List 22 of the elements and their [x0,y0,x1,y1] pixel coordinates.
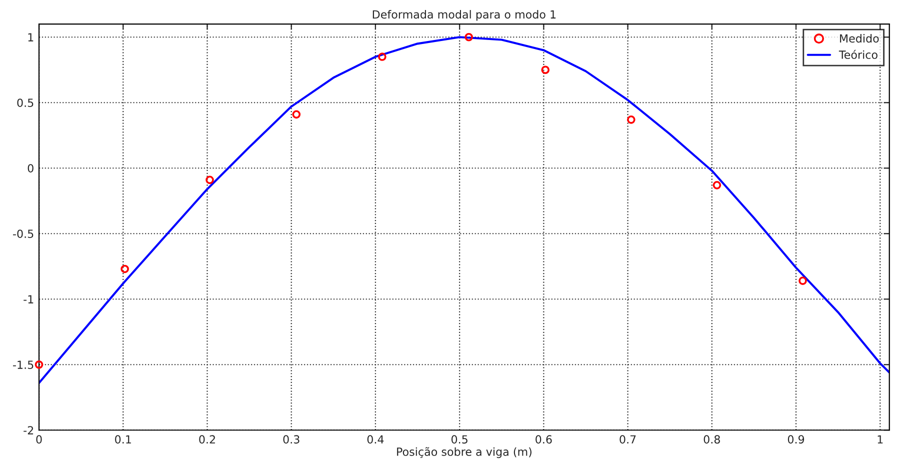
x-tick-label: 0.5 [451,435,468,444]
x-tick-label: 0.7 [620,435,636,444]
chart-title: Deformada modal para o modo 1 [372,10,556,21]
x-tick-label: 1 [878,435,883,444]
y-tick-label: -0.5 [13,230,34,238]
y-tick-label: 0.5 [17,98,34,108]
x-tick-label: 0.6 [536,435,552,444]
x-tick-label: 0.9 [788,435,804,444]
x-tick-label: 0 [36,435,42,444]
x-tick-label: 0.2 [199,435,215,444]
x-tick-label: 0.3 [283,435,300,444]
y-tick-label: -1 [24,295,34,304]
x-tick-label: 0.4 [367,435,384,444]
y-tick-label: -1.5 [13,360,34,369]
legend-label: Medido [840,34,879,43]
y-tick-label: 0 [28,164,34,173]
x-axis-title: Posição sobre a viga (m) [397,447,532,458]
legend-label: Teórico [838,50,878,59]
x-tick-label: 0.8 [704,435,720,444]
y-tick-label: 1 [28,33,34,42]
x-tick-label: 0.1 [115,435,131,444]
y-tick-label: -2 [24,426,34,434]
